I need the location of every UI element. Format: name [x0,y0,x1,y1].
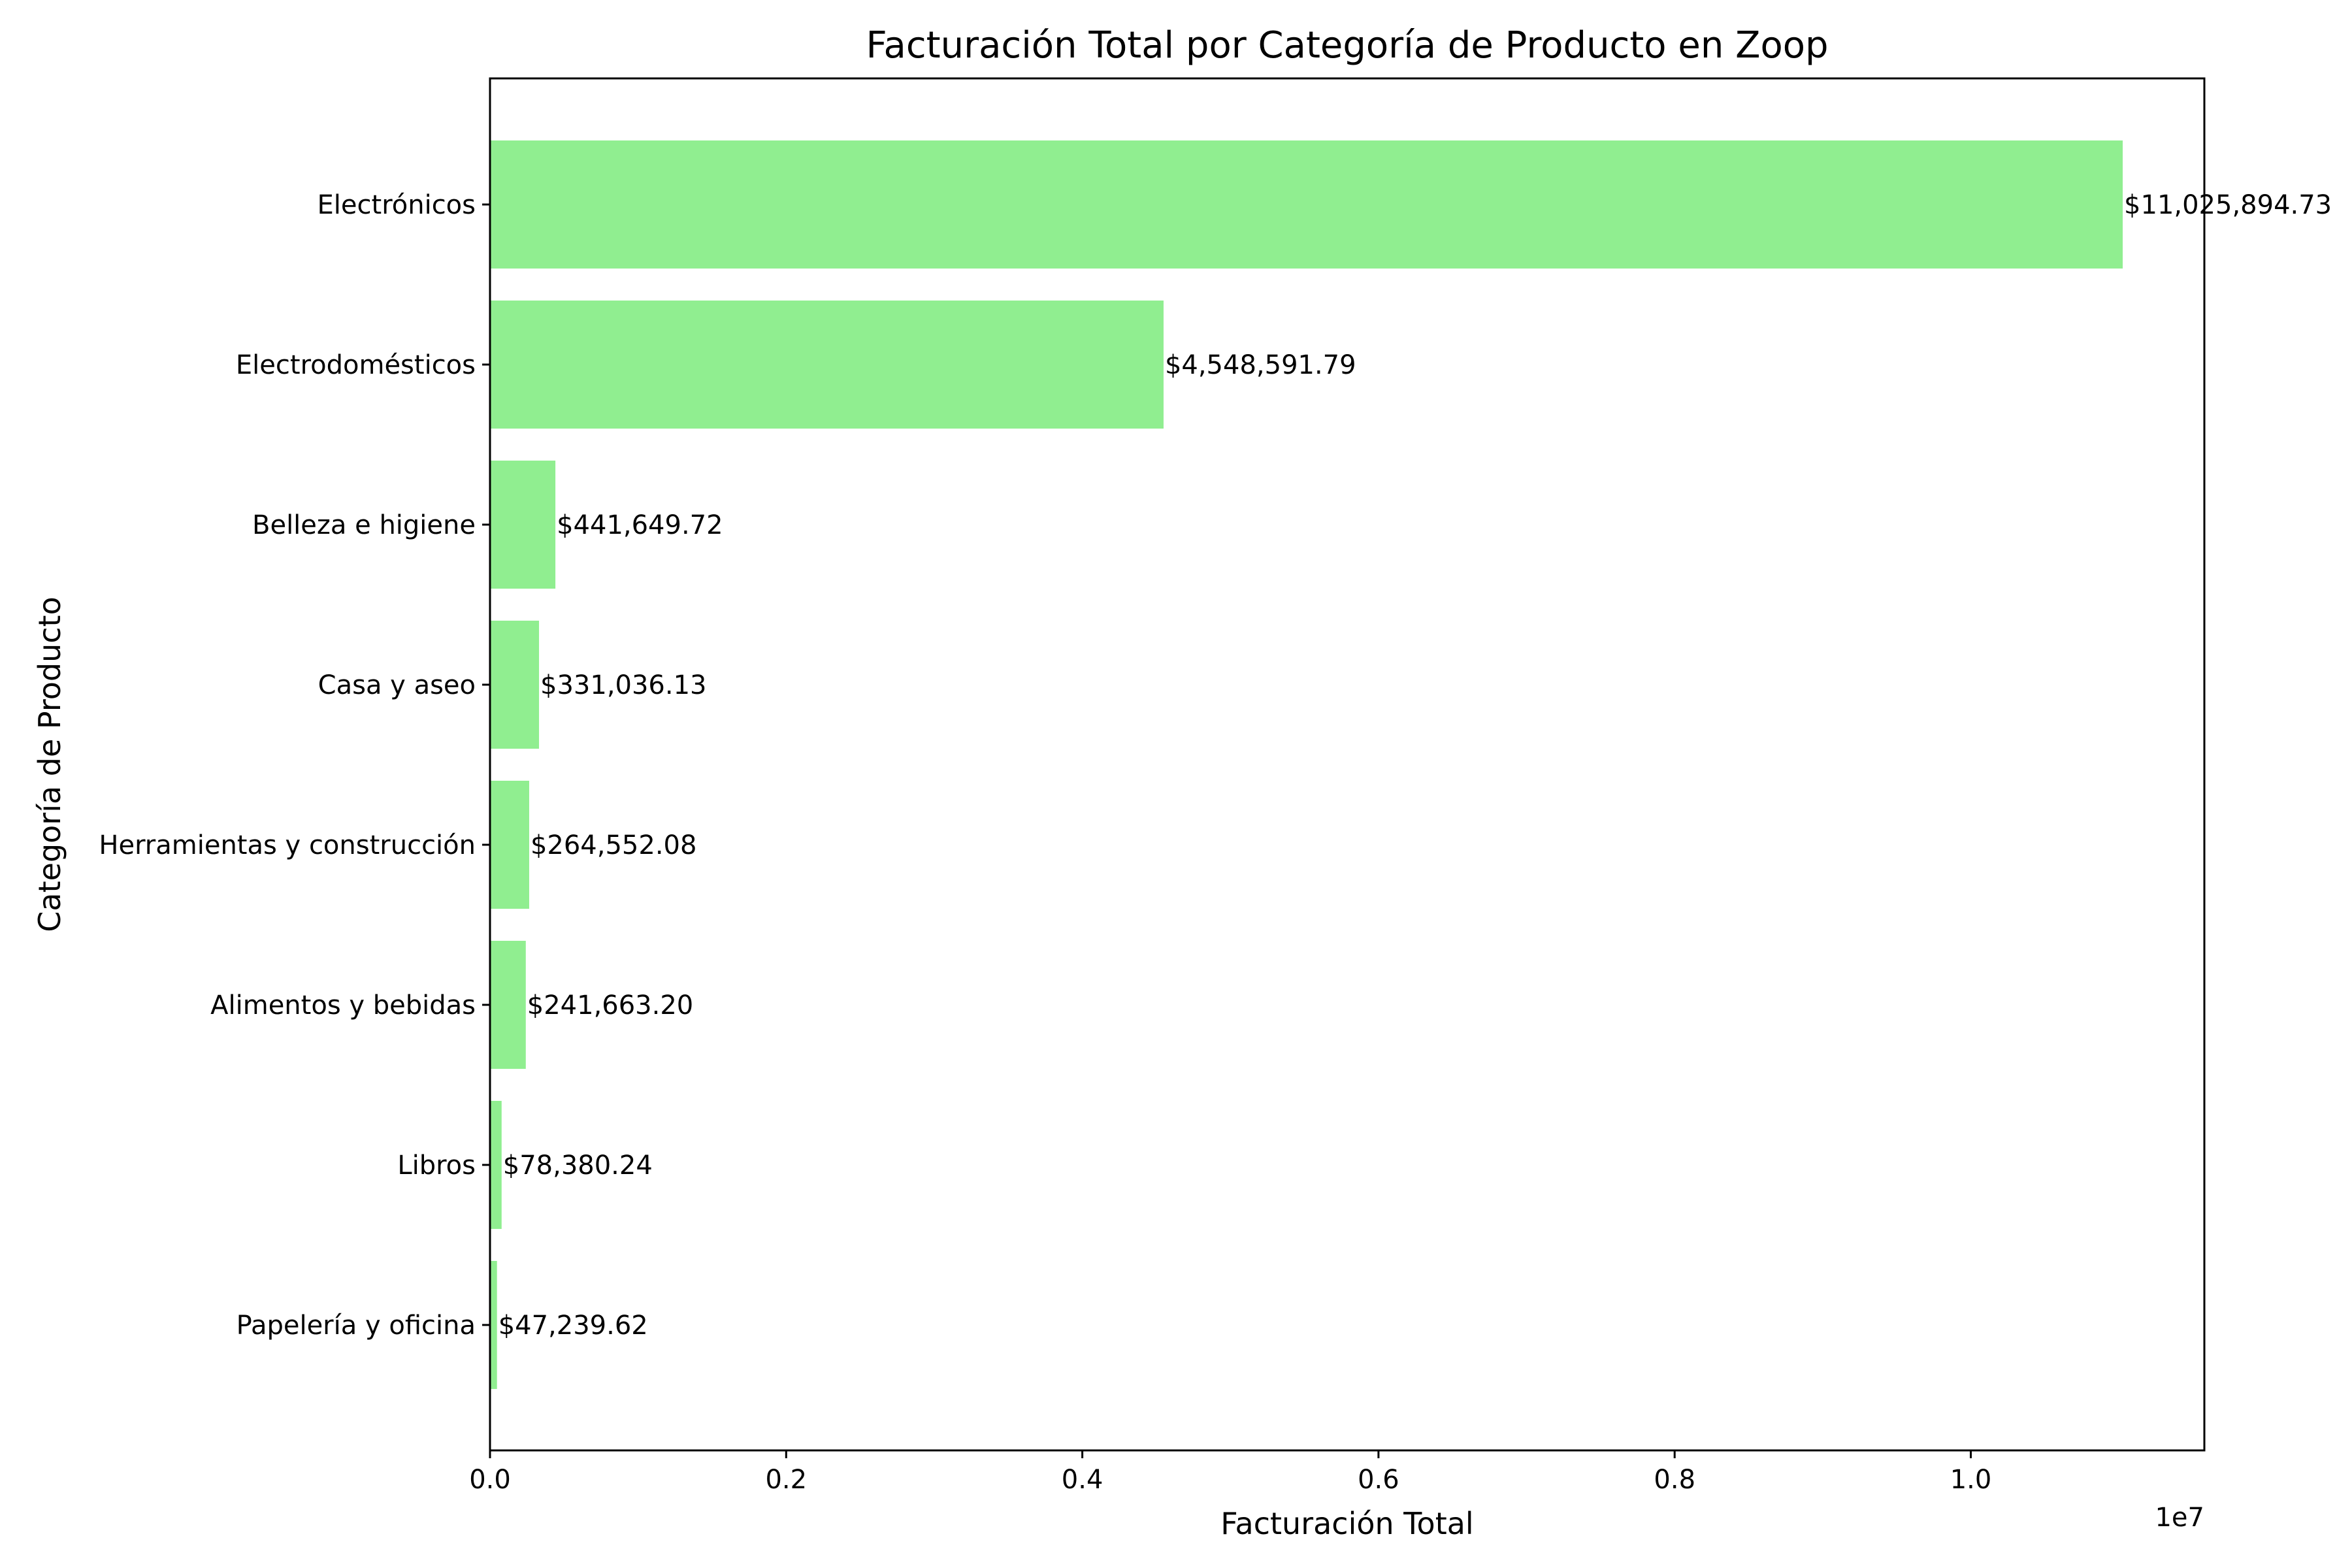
bar [490,781,529,909]
y-tick-label: Casa y aseo [318,670,476,700]
bars-group [490,140,2123,1389]
bar-value-label: $264,552.08 [531,830,696,860]
x-axis-ticks: 0.0 0.2 0.4 0.6 0.8 1.0 [469,1450,1991,1495]
x-tick-label: 0.6 [1358,1465,1399,1495]
bar [490,461,556,589]
bar-value-label: $241,663.20 [527,990,693,1021]
chart-title: Facturación Total por Categoría de Produ… [866,24,1828,67]
bar-value-label: $11,025,894.73 [2124,190,2332,220]
bar [490,140,2123,269]
data-labels-group: $11,025,894.73 $4,548,591.79 $441,649.72 $3… [498,190,2332,1341]
bar [490,1101,502,1229]
y-axis-label: Categoría de Producto [32,596,67,932]
x-axis-scale-label: 1e7 [2155,1503,2204,1533]
bar-value-label: $47,239.62 [498,1311,648,1341]
x-tick-label: 0.0 [469,1465,511,1495]
bar [490,621,540,749]
y-tick-label: Libros [397,1151,476,1181]
y-tick-label: Alimentos y bebidas [210,990,476,1021]
bar-value-label: $78,380.24 [503,1151,653,1181]
x-tick-label: 1.0 [1950,1465,1992,1495]
bar-value-label: $4,548,591.79 [1165,350,1356,380]
x-tick-label: 0.4 [1062,1465,1103,1495]
y-tick-label: Belleza e higiene [252,510,476,540]
x-tick-label: 0.8 [1654,1465,1695,1495]
y-tick-label: Papelería y oficina [237,1311,476,1341]
bar [490,1261,497,1389]
bar [490,301,1164,429]
y-axis-ticks: Electrónicos Electrodomésticos Belleza e h… [99,190,490,1341]
x-tick-label: 0.2 [765,1465,807,1495]
plot-frame [489,77,2206,1452]
y-tick-label: Electrónicos [318,190,476,220]
x-axis-label: Facturación Total [1220,1506,1473,1541]
bar-value-label: $441,649.72 [557,510,723,540]
bar [490,941,526,1069]
y-tick-label: Electrodomésticos [236,350,476,380]
y-tick-label: Herramientas y construcción [99,830,476,860]
bar-value-label: $331,036.13 [540,670,706,700]
